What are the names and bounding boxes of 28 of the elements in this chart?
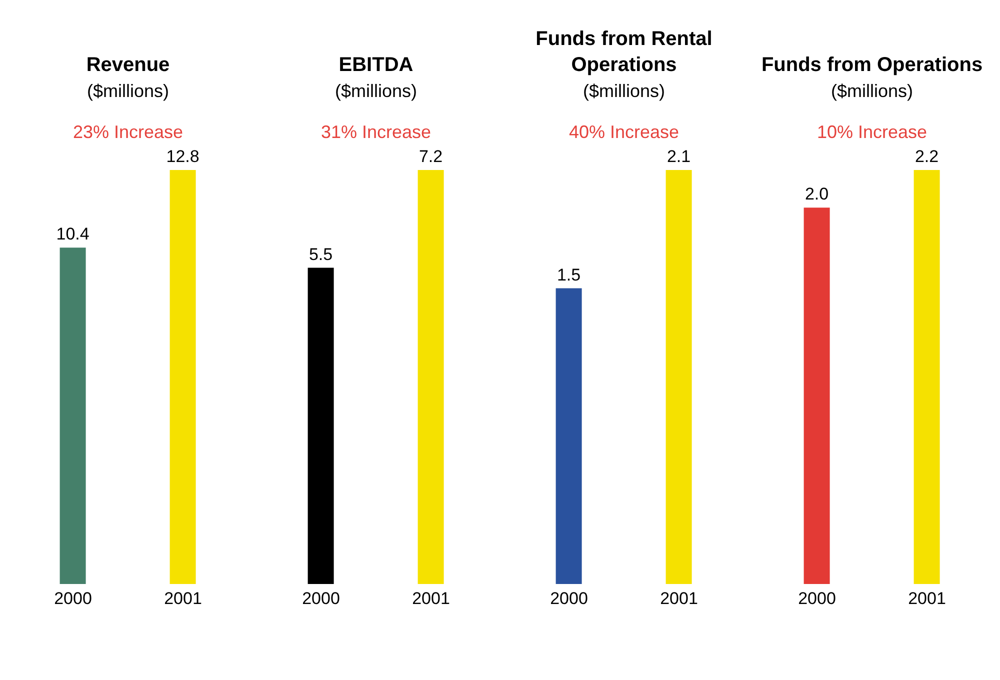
chart-title: Funds from Operations	[761, 53, 983, 78]
chart-title: Funds from Rental Operations	[534, 27, 714, 78]
chart-subtitle: ($millions)	[582, 80, 665, 103]
chart-subtitle: ($millions)	[86, 80, 169, 103]
x-tick-label: 2001	[412, 589, 450, 608]
x-tick-label: 2000	[54, 589, 92, 608]
text: 10% Increase	[816, 121, 928, 144]
x-tick-label: 2000	[302, 589, 340, 608]
chart-subtitle: ($millions)	[334, 80, 417, 103]
x-tick-label: 2001	[164, 589, 202, 608]
chart-title: Revenue	[86, 53, 170, 78]
x-tick-label: 2001	[908, 589, 946, 608]
data-label: 2.2	[914, 147, 939, 166]
data-label: 1.5	[556, 265, 581, 284]
chart-subtitle: ($millions)	[830, 80, 913, 103]
x-tick-label: 2000	[798, 589, 836, 608]
data-label: 10.4	[56, 224, 90, 244]
data-label: 2.1	[666, 147, 691, 166]
text: 31% Increase	[320, 121, 432, 144]
data-label: 7.2	[418, 147, 443, 166]
data-label: 5.5	[308, 244, 333, 264]
data-label: 12.8	[166, 147, 200, 166]
x-tick-label: 2000	[550, 589, 588, 608]
x-tick-label: 2001	[660, 589, 698, 608]
chart-title: EBITDA	[338, 53, 414, 78]
text: 40% Increase	[568, 121, 680, 144]
text: 23% Increase	[72, 121, 184, 144]
data-label: 2.0	[804, 184, 829, 204]
